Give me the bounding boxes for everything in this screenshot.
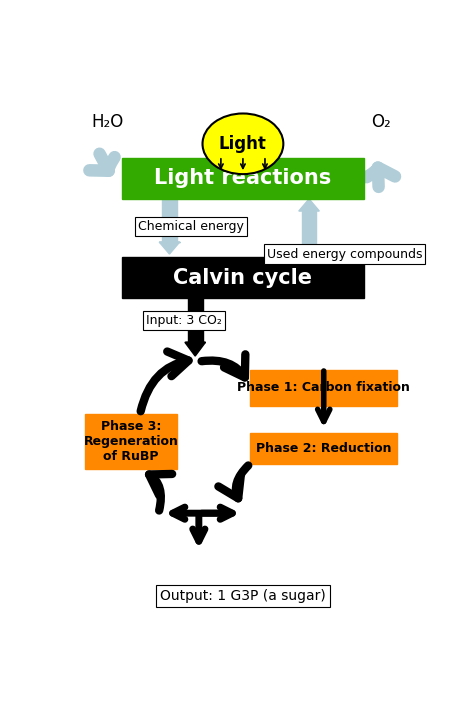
Text: Used energy compounds: Used energy compounds <box>267 248 422 261</box>
FancyBboxPatch shape <box>250 433 397 463</box>
FancyArrowPatch shape <box>201 354 246 377</box>
Polygon shape <box>159 242 180 254</box>
Text: Light: Light <box>219 135 267 153</box>
FancyArrowPatch shape <box>219 465 248 498</box>
Ellipse shape <box>202 113 283 174</box>
Text: Input: 3 CO₂: Input: 3 CO₂ <box>146 314 222 326</box>
FancyBboxPatch shape <box>250 370 397 406</box>
Polygon shape <box>299 199 319 211</box>
Text: Light reactions: Light reactions <box>155 168 331 188</box>
Text: Phase 3:
Regeneration
of RuBP: Phase 3: Regeneration of RuBP <box>83 420 178 463</box>
FancyArrowPatch shape <box>366 168 395 187</box>
FancyArrowPatch shape <box>141 352 189 411</box>
FancyArrowPatch shape <box>90 154 115 170</box>
Text: Output: 1 G3P (a sugar): Output: 1 G3P (a sugar) <box>160 589 326 603</box>
Polygon shape <box>185 342 205 356</box>
Text: O₂: O₂ <box>371 112 391 131</box>
FancyBboxPatch shape <box>122 158 364 199</box>
Polygon shape <box>301 211 317 254</box>
Text: H₂O: H₂O <box>91 112 123 131</box>
Text: Chemical energy: Chemical energy <box>138 220 244 233</box>
FancyArrowPatch shape <box>149 474 172 511</box>
Text: Calvin cycle: Calvin cycle <box>173 268 312 288</box>
Polygon shape <box>185 298 205 342</box>
Text: Phase 2: Reduction: Phase 2: Reduction <box>256 442 392 455</box>
FancyBboxPatch shape <box>85 414 177 469</box>
Text: Phase 1: Carbon fixation: Phase 1: Carbon fixation <box>237 381 410 395</box>
Polygon shape <box>159 199 180 242</box>
FancyBboxPatch shape <box>122 257 364 298</box>
